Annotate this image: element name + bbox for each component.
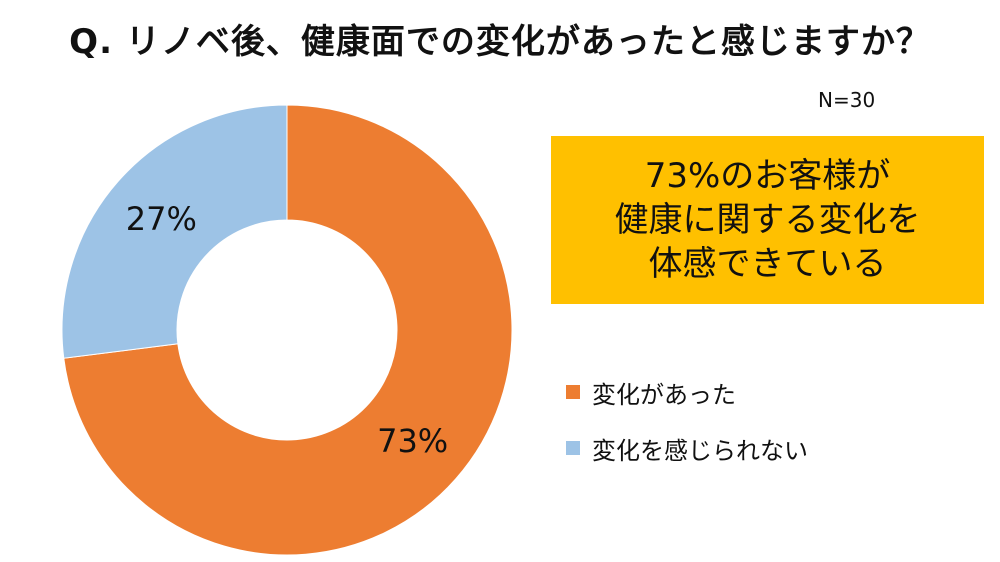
chart-legend: 変化があった 変化を感じられない: [566, 364, 808, 476]
slice-changed: [63, 104, 513, 556]
callout-line-3: 体感できている: [648, 244, 887, 284]
summary-callout: 73%のお客様が 健康に関する変化を 体感できている: [551, 136, 984, 304]
data-label-not-changed: 27%: [126, 200, 197, 238]
callout-line-1: 73%のお客様が: [644, 156, 891, 196]
callout-line-2: 健康に関する変化を: [614, 200, 921, 240]
legend-item-not-changed: 変化を感じられない: [566, 420, 808, 476]
chart-title: Q. リノベ後、健康面での変化があったと感じますか？: [69, 22, 931, 62]
sample-size-label: N=30: [818, 88, 876, 112]
legend-swatch-not-changed: [566, 441, 580, 455]
data-label-changed: 73%: [377, 422, 448, 460]
legend-label-not-changed: 変化を感じられない: [592, 436, 808, 465]
legend-item-changed: 変化があった: [566, 364, 808, 420]
slice-not-changed: [61, 104, 288, 359]
legend-label-changed: 変化があった: [592, 380, 736, 409]
legend-swatch-changed: [566, 385, 580, 399]
